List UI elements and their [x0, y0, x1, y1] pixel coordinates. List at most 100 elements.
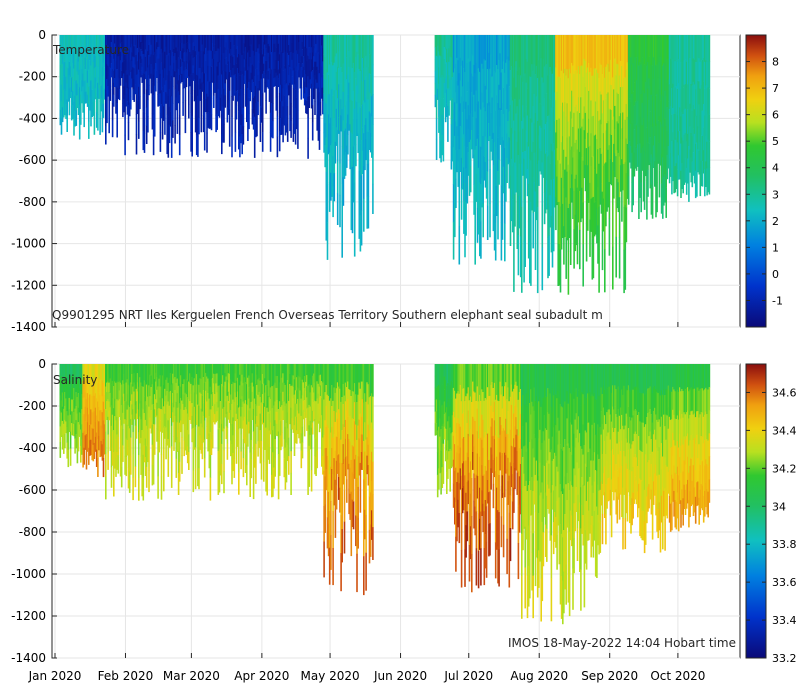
data-cell — [365, 76, 367, 98]
data-cell — [116, 52, 118, 70]
data-cell — [231, 424, 233, 445]
data-cell — [656, 123, 658, 154]
data-cell — [173, 69, 175, 78]
data-cell — [233, 85, 236, 96]
data-cell — [269, 410, 272, 423]
data-cell — [94, 77, 97, 89]
data-cell — [299, 403, 301, 418]
data-cell — [317, 122, 320, 141]
data-cell — [346, 123, 348, 146]
data-cell — [227, 61, 230, 76]
data-cell — [206, 364, 208, 377]
data-cell — [333, 35, 336, 63]
data-cell — [70, 63, 73, 78]
data-cell — [65, 375, 67, 388]
data-cell — [250, 421, 253, 441]
data-cell — [274, 60, 276, 70]
data-cell — [524, 73, 526, 113]
data-cell — [499, 126, 501, 145]
data-cell — [191, 136, 193, 157]
data-cell — [188, 90, 190, 105]
data-cell — [474, 111, 476, 150]
data-cell — [452, 35, 455, 73]
data-cell — [637, 78, 639, 102]
data-cell — [343, 521, 346, 554]
data-cell — [138, 121, 140, 139]
data-cell — [178, 461, 181, 482]
data-cell — [604, 249, 606, 293]
data-cell — [148, 55, 150, 66]
data-cell — [442, 119, 445, 141]
data-cell — [197, 465, 199, 487]
data-cell — [440, 98, 442, 121]
data-cell — [696, 115, 698, 143]
data-cell — [95, 432, 98, 450]
data-cell — [233, 35, 236, 46]
data-cell — [325, 206, 328, 241]
data-cell — [674, 87, 677, 114]
data-cell — [219, 456, 222, 476]
data-cell — [687, 133, 689, 159]
data-cell — [123, 403, 125, 414]
data-cell — [333, 434, 336, 459]
data-cell — [601, 113, 604, 153]
data-cell — [655, 95, 657, 127]
data-cell — [152, 114, 155, 136]
data-cell — [149, 374, 151, 386]
data-cell — [257, 440, 259, 457]
data-cell — [149, 406, 151, 418]
data-cell — [265, 448, 267, 471]
data-cell — [285, 442, 288, 463]
data-cell — [331, 427, 333, 449]
data-cell — [588, 118, 590, 147]
data-cell — [479, 219, 481, 257]
y-tick-label: -400 — [19, 111, 46, 125]
data-cell — [597, 187, 599, 226]
data-cell — [306, 87, 308, 101]
data-cell — [217, 472, 220, 495]
data-cell — [643, 93, 646, 123]
data-cell — [526, 35, 529, 63]
data-cell — [349, 79, 351, 103]
data-cell — [440, 472, 442, 495]
data-cell — [180, 364, 182, 376]
data-cell — [583, 154, 586, 179]
data-cell — [369, 428, 372, 461]
data-cell — [588, 35, 590, 64]
data-cell — [242, 420, 245, 440]
data-cell — [240, 451, 242, 470]
data-cell — [248, 35, 250, 51]
data-cell — [668, 59, 671, 85]
data-cell — [311, 387, 314, 400]
data-cell — [590, 198, 592, 232]
data-cell — [316, 114, 318, 131]
data-cell — [198, 405, 200, 427]
data-cell — [266, 43, 268, 53]
data-cell — [349, 415, 351, 443]
data-cell — [501, 137, 504, 172]
data-cell — [582, 76, 584, 120]
data-cell — [144, 64, 147, 72]
data-cell — [493, 106, 496, 143]
data-cell — [202, 364, 205, 378]
data-cell — [145, 446, 148, 468]
data-cell — [181, 455, 183, 474]
data-cell — [181, 42, 183, 51]
data-cell — [60, 84, 63, 102]
data-cell — [300, 415, 303, 434]
data-cell — [99, 68, 101, 86]
data-cell — [533, 152, 536, 183]
data-cell — [496, 185, 498, 216]
data-cell — [185, 439, 188, 455]
data-cell — [366, 419, 368, 438]
data-cell — [365, 35, 367, 57]
data-cell — [302, 35, 305, 46]
data-cell — [684, 108, 687, 134]
data-cell — [455, 536, 457, 572]
data-cell — [363, 479, 365, 519]
data-cell — [239, 96, 241, 117]
data-cell — [543, 160, 546, 193]
data-cell — [484, 85, 487, 112]
data-cell — [124, 456, 126, 475]
data-cell — [509, 210, 512, 246]
